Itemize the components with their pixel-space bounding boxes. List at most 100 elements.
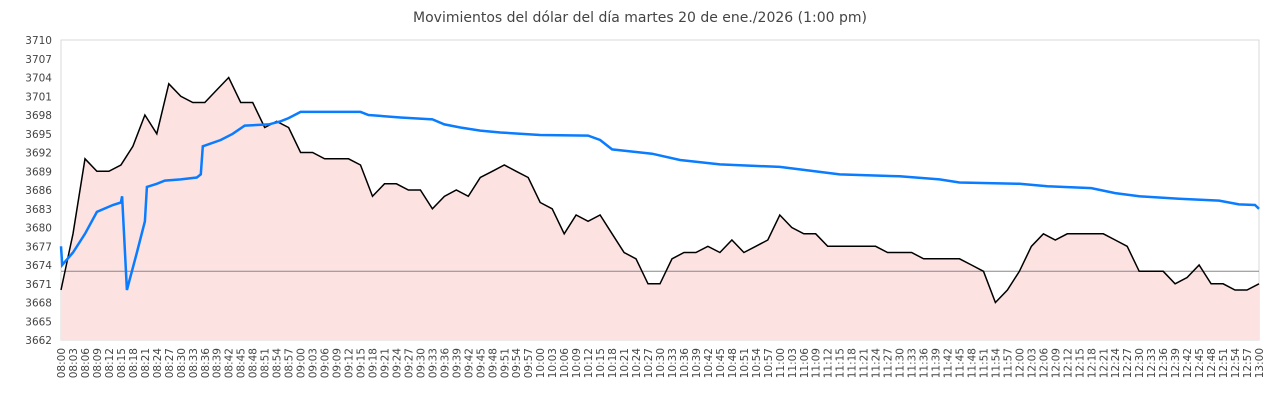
x-tick-label: 08:48 <box>248 348 260 378</box>
x-tick-label: 10:48 <box>727 348 739 378</box>
y-tick-label: 3701 <box>25 91 52 103</box>
x-tick-label: 09:03 <box>308 348 320 378</box>
x-tick-label: 12:12 <box>1062 348 1074 378</box>
x-tick-label: 12:36 <box>1158 348 1170 379</box>
x-tick-label: 09:39 <box>451 348 463 378</box>
x-tick-label: 11:15 <box>835 348 847 378</box>
x-tick-label: 08:21 <box>140 348 152 378</box>
x-tick-label: 09:45 <box>475 348 487 378</box>
x-tick-label: 12:03 <box>1026 348 1038 378</box>
y-tick-label: 3686 <box>25 185 52 197</box>
x-tick-label: 09:48 <box>487 348 499 378</box>
x-tick-label: 12:24 <box>1110 348 1122 379</box>
x-tick-label: 10:06 <box>559 348 571 379</box>
x-tick-label: 12:09 <box>1050 348 1062 378</box>
x-tick-label: 12:33 <box>1146 348 1158 378</box>
plot-area: 3662 3665 3668 3671 3674 3677 3680 3683 3686 3689… <box>25 35 1266 378</box>
x-tick-label: 11:57 <box>1002 348 1014 378</box>
x-tick-label: 08:00 <box>56 348 68 378</box>
x-tick-label: 11:24 <box>871 348 883 379</box>
x-tick-label: 11:21 <box>859 348 871 378</box>
y-tick-label: 3707 <box>25 54 52 66</box>
x-tick-label: 08:27 <box>164 348 176 378</box>
x-tick-label: 10:15 <box>595 348 607 378</box>
x-tick-label: 10:39 <box>691 348 703 378</box>
x-tick-label: 10:00 <box>535 348 547 378</box>
y-tick-label: 3671 <box>25 279 52 291</box>
y-tick-label: 3683 <box>25 204 52 216</box>
x-tick-label: 09:18 <box>367 348 379 378</box>
x-tick-label: 12:48 <box>1206 348 1218 378</box>
x-tick-label: 08:51 <box>260 348 272 378</box>
x-tick-label: 10:54 <box>751 348 763 379</box>
x-tick-label: 10:12 <box>583 348 595 378</box>
x-tick-label: 08:09 <box>92 348 104 378</box>
x-tick-label: 11:42 <box>943 348 955 378</box>
x-tick-label: 09:30 <box>415 348 427 378</box>
x-tick-label: 09:36 <box>439 348 451 379</box>
x-tick-label: 12:51 <box>1218 348 1230 378</box>
x-tick-label: 12:21 <box>1098 348 1110 378</box>
y-tick-label: 3677 <box>25 241 52 253</box>
x-tick-label: 09:21 <box>379 348 391 378</box>
y-tick-label: 3668 <box>25 298 52 310</box>
y-tick-label: 3704 <box>25 73 52 85</box>
x-tick-label: 11:54 <box>990 348 1002 379</box>
x-tick-label: 10:30 <box>655 348 667 378</box>
x-tick-label: 09:00 <box>296 348 308 378</box>
y-tick-label: 3662 <box>25 335 52 347</box>
x-tick-label: 08:30 <box>176 348 188 378</box>
price-series-line <box>60 76 1260 304</box>
x-tick-label: 08:57 <box>284 348 296 378</box>
x-tick-label: 09:09 <box>332 348 344 378</box>
x-tick-label: 10:57 <box>763 348 775 378</box>
x-tick-label: 10:09 <box>571 348 583 378</box>
y-tick-label: 3680 <box>25 223 52 235</box>
x-tick-label: 10:18 <box>607 348 619 378</box>
y-tick-label: 3698 <box>25 110 52 122</box>
x-tick-label: 12:15 <box>1074 348 1086 378</box>
x-tick-label: 09:06 <box>320 348 332 379</box>
x-tick-label: 12:57 <box>1242 348 1254 378</box>
x-tick-label: 11:36 <box>919 348 931 379</box>
x-tick-label: 12:54 <box>1230 348 1242 379</box>
x-tick-label: 08:33 <box>188 348 200 378</box>
x-tick-label: 10:36 <box>679 348 691 379</box>
x-tick-label: 09:42 <box>463 348 475 378</box>
x-tick-label: 08:12 <box>104 348 116 378</box>
x-tick-label: 09:33 <box>427 348 439 378</box>
x-tick-label: 13:00 <box>1254 348 1266 378</box>
x-tick-label: 11:18 <box>847 348 859 378</box>
x-tick-label: 11:12 <box>823 348 835 378</box>
average-series-line <box>59 110 1260 291</box>
x-tick-label: 12:00 <box>1014 348 1026 378</box>
price-area-fill <box>61 77 1259 340</box>
x-tick-label: 09:27 <box>403 348 415 378</box>
x-tick-label: 10:45 <box>715 348 727 378</box>
x-tick-label: 12:18 <box>1086 348 1098 378</box>
x-tick-label: 08:03 <box>68 348 80 378</box>
x-tick-label: 09:12 <box>344 348 356 378</box>
x-tick-label: 10:24 <box>631 348 643 379</box>
x-tick-label: 09:15 <box>356 348 368 378</box>
chart-title: Movimientos del dólar del día martes 20 … <box>413 10 867 26</box>
y-tick-label: 3692 <box>25 148 52 160</box>
x-tick-label: 11:51 <box>978 348 990 378</box>
y-tick-label: 3695 <box>25 129 52 141</box>
x-tick-label: 08:36 <box>200 348 212 379</box>
x-tick-label: 10:21 <box>619 348 631 378</box>
x-tick-label: 11:33 <box>907 348 919 378</box>
y-tick-label: 3674 <box>25 260 52 272</box>
x-tick-label: 11:27 <box>883 348 895 378</box>
x-tick-label: 11:45 <box>955 348 967 378</box>
x-tick-label: 08:39 <box>212 348 224 378</box>
x-tick-label: 11:00 <box>775 348 787 378</box>
y-tick-label: 3710 <box>25 35 52 47</box>
x-tick-label: 10:42 <box>703 348 715 378</box>
x-tick-label: 08:45 <box>236 348 248 378</box>
x-tick-label: 12:45 <box>1194 348 1206 378</box>
x-tick-label: 09:54 <box>511 348 523 379</box>
x-tick-label: 11:03 <box>787 348 799 378</box>
y-tick-label: 3689 <box>25 166 52 178</box>
